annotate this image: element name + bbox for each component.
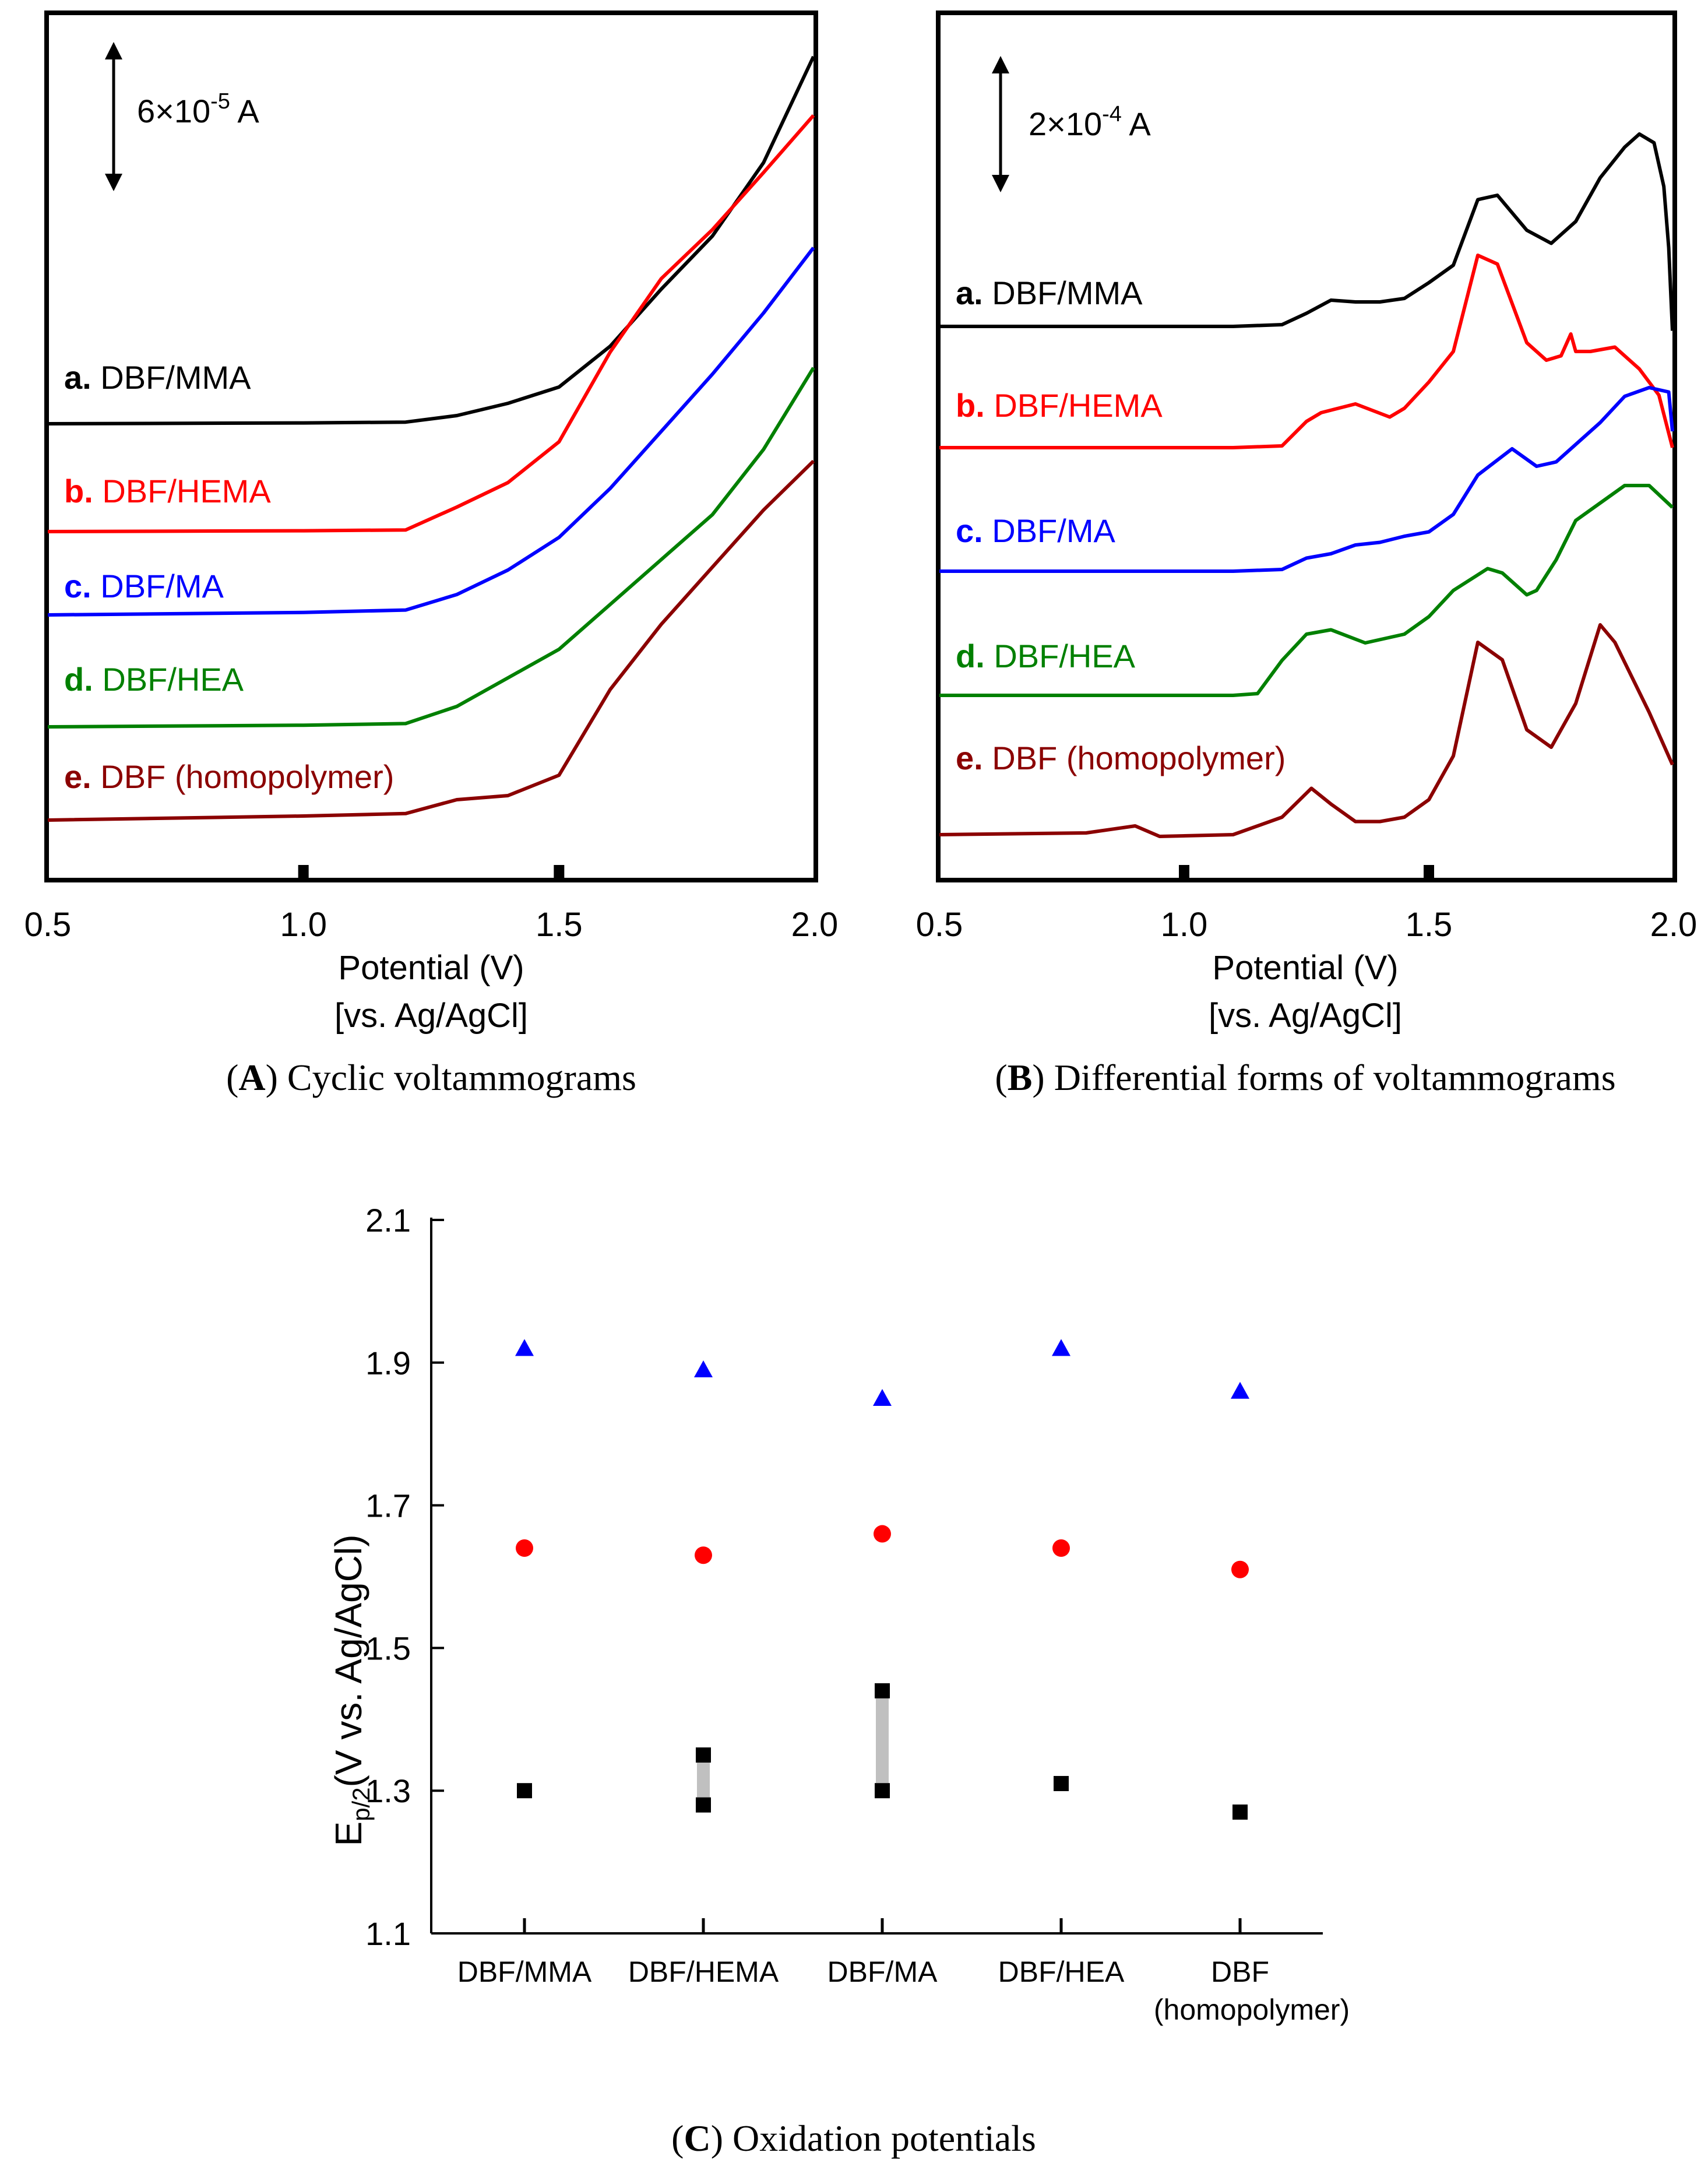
- panel-c-y-tick-label: 1.7: [365, 1487, 411, 1524]
- panel-a-curve-c: [47, 247, 815, 617]
- panel-a-label-d: d. DBF/HEA: [64, 661, 244, 698]
- panel-b-frame: [936, 10, 1677, 882]
- panel-c-axes: 1.1 1.3 1.5 1.7 1.9 2.1: [365, 1202, 1323, 1952]
- panel-c-square-point: [696, 1747, 711, 1763]
- panel-c-category-label: DBF/MMA: [457, 1956, 592, 1988]
- panel-b-x-label-2: [vs. Ag/AgCl]: [1209, 997, 1402, 1035]
- panel-b-scale-label: 2×10: [1029, 105, 1102, 142]
- panel-a-legend: a. DBF/MMA b. DBF/HEMA c. DBF/MA d. DBF/…: [64, 359, 394, 795]
- panel-b-tick-label: 2.0: [1650, 906, 1698, 944]
- panel-c-square-point: [517, 1783, 532, 1799]
- panel-c-circle-point: [516, 1539, 533, 1557]
- panel-b-x-label-1: Potential (V): [1212, 949, 1398, 987]
- panel-a-scale-exp: -5: [210, 89, 230, 114]
- panel-b-caption: (B) Differential forms of voltammograms: [995, 1057, 1615, 1098]
- panel-b-label-c: c. DBF/MA: [956, 512, 1115, 549]
- panel-a-caption: (A) Cyclic voltammograms: [226, 1057, 636, 1098]
- panel-c-y-tick-label: 1.3: [365, 1772, 411, 1809]
- panel-b-scale-unit: A: [1129, 105, 1151, 142]
- panel-c-range-bars: [697, 1690, 889, 1805]
- panel-a-tick-label: 2.0: [791, 906, 839, 944]
- panel-c-triangle-point: [694, 1360, 713, 1378]
- panel-b-curve-b: [939, 254, 1674, 449]
- panel-b-tick-label: 0.5: [916, 906, 963, 944]
- svg-text:2×10-4 A: 2×10-4 A: [1029, 102, 1151, 142]
- panel-a-x-label-2: [vs. Ag/AgCl]: [334, 997, 528, 1035]
- panel-c-square-point: [696, 1797, 711, 1813]
- panel-b-curve-c: [939, 386, 1674, 573]
- panel-b-scale-exp: -4: [1102, 102, 1122, 126]
- panel-a-x-label-1: Potential (V): [338, 949, 524, 987]
- panel-a-curve-b: [47, 114, 815, 533]
- panel-b-curve-e: [939, 623, 1674, 838]
- panel-c-category-sublabel: (homopolymer): [1154, 1993, 1350, 2026]
- panel-b-tick-mark: [1424, 865, 1434, 878]
- panel-b: 0.5 1.0 1.5 2.0 2×10-4 A a. DBF/MMA b. DBF/…: [916, 10, 1698, 1098]
- panel-c-circle-point: [1052, 1539, 1070, 1557]
- panel-c-caption: (C) Oxidation potentials: [671, 2118, 1036, 2159]
- panel-a-label-a: a. DBF/MMA: [64, 359, 251, 396]
- panel-c-y-tick-label: 1.1: [365, 1915, 411, 1952]
- panel-c-square-point: [875, 1683, 890, 1698]
- panel-a-tick-label: 0.5: [24, 906, 72, 944]
- panel-c-triangle-point: [515, 1339, 534, 1356]
- panel-c-points: [515, 1339, 1249, 1820]
- panel-a-tick-mark: [554, 865, 565, 878]
- panel-c-circle-point: [695, 1546, 712, 1564]
- panel-b-label-b: b. DBF/HEMA: [956, 387, 1163, 424]
- panel-c-triangle-point: [1052, 1339, 1070, 1356]
- panel-b-tick-mark: [1179, 865, 1189, 878]
- panel-a-label-b: b. DBF/HEMA: [64, 473, 271, 509]
- panel-c: 1.1 1.3 1.5 1.7 1.9 2.1 DBF/MMA DBF/HEMA DBF/MA…: [327, 1202, 1350, 2159]
- panel-b-scale-bar: 2×10-4 A: [992, 56, 1151, 192]
- panel-a-curve-d: [47, 367, 815, 729]
- panel-c-y-tick-label: 1.5: [365, 1630, 411, 1666]
- panel-a-scale-unit: A: [237, 93, 259, 129]
- panel-c-y-label: Ep/2(V vs. Ag/AgCl): [327, 1535, 375, 1847]
- panel-a-curves: [47, 55, 815, 822]
- panel-b-curve-d: [939, 484, 1674, 697]
- panel-a-curve-e: [47, 459, 815, 822]
- svg-text:6×10-5 A: 6×10-5 A: [137, 89, 259, 129]
- panel-a-tick-label: 1.0: [280, 906, 327, 944]
- panel-a-scale-label: 6×10: [137, 93, 210, 129]
- panel-c-y-tick-label: 1.9: [365, 1345, 411, 1381]
- panel-c-category-label: DBF/HEMA: [628, 1956, 779, 1988]
- panel-c-categories: DBF/MMA DBF/HEMA DBF/MA DBF/HEA DBF (homopoly…: [457, 1956, 1350, 2026]
- panel-c-square-point: [875, 1783, 890, 1799]
- panel-a-x-ticks: 0.5 1.0 1.5 2.0: [24, 865, 839, 944]
- panel-b-legend: a. DBF/MMA b. DBF/HEMA c. DBF/MA d. DBF/…: [956, 275, 1286, 776]
- panel-c-category-label: DBF/MA: [827, 1956, 938, 1988]
- panel-b-label-d: d. DBF/HEA: [956, 638, 1136, 674]
- panel-c-circle-point: [1231, 1560, 1249, 1578]
- panel-c-y-tick-label: 2.1: [365, 1202, 411, 1239]
- panel-b-x-ticks: 0.5 1.0 1.5 2.0: [916, 865, 1698, 944]
- panel-b-curve-a: [939, 132, 1674, 331]
- panel-b-curves: [939, 132, 1674, 838]
- panel-b-tick-label: 1.0: [1161, 906, 1208, 944]
- panel-a-label-c: c. DBF/MA: [64, 568, 224, 604]
- panel-b-label-a: a. DBF/MMA: [956, 275, 1143, 311]
- panel-c-circle-point: [874, 1525, 891, 1543]
- panel-a-tick-label: 1.5: [536, 906, 583, 944]
- panel-c-triangle-point: [873, 1389, 892, 1406]
- panel-c-triangle-point: [1231, 1381, 1249, 1399]
- panel-b-tick-label: 1.5: [1406, 906, 1453, 944]
- panel-c-range-bar: [876, 1690, 889, 1791]
- panel-a-scale-bar: 6×10-5 A: [105, 42, 259, 191]
- panel-a-frame: [44, 10, 818, 882]
- panel-a-tick-mark: [298, 865, 309, 878]
- panel-c-range-bar: [697, 1755, 710, 1805]
- panel-c-category-label: DBF/HEA: [998, 1956, 1125, 1988]
- panel-a-label-e: e. DBF (homopolymer): [64, 758, 394, 795]
- panel-c-category-label: DBF: [1211, 1956, 1269, 1988]
- panel-c-square-point: [1054, 1775, 1069, 1791]
- panel-b-label-e: e. DBF (homopolymer): [956, 740, 1286, 776]
- panel-c-square-point: [1232, 1804, 1248, 1820]
- panel-a: 0.5 1.0 1.5 2.0 6×10-5 A a. DBF/MMA b. DBF/…: [24, 10, 839, 1098]
